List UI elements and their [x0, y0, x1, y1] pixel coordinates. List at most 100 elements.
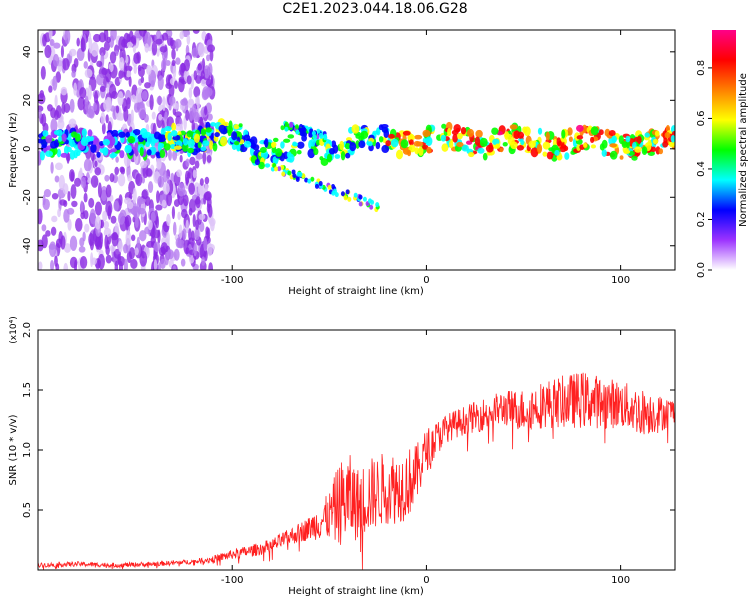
heatmap-carrier-cell — [378, 124, 384, 131]
heatmap-noise-cell — [38, 261, 43, 270]
heatmap-carrier-cell — [87, 129, 93, 137]
heatmap-carrier-cell — [654, 130, 660, 137]
heatmap-carrier-cell — [452, 133, 458, 143]
spectrogram-x-ticks: -100 0 100 — [221, 30, 630, 286]
heatmap-noise-cell — [138, 230, 147, 242]
heatmap-branch-cell — [303, 131, 308, 137]
heatmap-carrier-cell — [254, 159, 260, 166]
heatmap-carrier-cell — [670, 134, 675, 143]
heatmap-noise-cell — [144, 196, 151, 207]
colorbar-label: Normalized spectral amplitude — [738, 73, 749, 227]
heatmap-carrier-cell — [186, 130, 194, 138]
heatmap-branch-cell — [362, 196, 367, 202]
heatmap-carrier-cell — [250, 139, 255, 149]
heatmap-carrier-cell — [590, 136, 595, 144]
heatmap-noise-cell — [181, 208, 188, 219]
heatmap-noise-cell — [156, 156, 162, 170]
heatmap-branch-cell — [280, 125, 285, 131]
heatmap-noise-cell — [144, 82, 151, 89]
heatmap-noise-cell — [141, 189, 148, 200]
heatmap-carrier-cell — [45, 134, 53, 144]
heatmap-noise-cell — [75, 218, 83, 232]
x-tick-label: 0 — [423, 275, 429, 286]
heatmap-carrier-cell — [39, 150, 45, 161]
heatmap-carrier-cell — [56, 129, 63, 137]
heatmap-noise-cell — [49, 38, 55, 47]
y-tick-label: -40 — [22, 238, 33, 254]
heatmap-noise-cell — [103, 227, 112, 238]
heatmap-noise-cell — [162, 96, 166, 112]
heatmap-noise-cell — [103, 220, 110, 230]
heatmap-noise-cell — [104, 174, 110, 182]
heatmap-carrier-cell — [307, 148, 316, 159]
heatmap-noise-cell — [165, 60, 171, 67]
heatmap-noise-cell — [156, 96, 163, 105]
heatmap-carrier-cell — [634, 146, 642, 153]
heatmap-carrier-cell — [243, 140, 252, 148]
colorbar-tick-label: 0.0 — [696, 262, 707, 278]
heatmap-branch-cell — [314, 183, 319, 189]
heatmap-noise-cell — [185, 247, 190, 254]
heatmap-noise-cell — [140, 76, 145, 84]
heatmap-noise-cell — [69, 169, 75, 182]
heatmap-carrier-cell — [382, 136, 387, 144]
heatmap-carrier-cell — [81, 128, 87, 137]
heatmap-noise-cell — [97, 182, 102, 198]
heatmap-branch-cell — [298, 172, 303, 178]
heatmap-carrier-cell — [209, 140, 214, 150]
heatmap-carrier-cell — [181, 143, 189, 152]
heatmap-carrier-cell — [310, 138, 316, 147]
heatmap-carrier-cell — [636, 135, 642, 144]
heatmap-carrier-cell — [50, 140, 58, 149]
y-tick-label: 0 — [22, 146, 33, 152]
heatmap-carrier-cell — [220, 136, 228, 147]
heatmap-noise-cell — [40, 66, 46, 80]
heatmap-carrier-cell — [328, 148, 336, 155]
heatmap-noise-cell — [71, 70, 76, 78]
heatmap-noise-cell — [134, 247, 139, 256]
heatmap-noise-cell — [103, 41, 111, 52]
heatmap-noise-cell — [193, 242, 197, 257]
heatmap-noise-cell — [199, 178, 204, 186]
heatmap-noise-cell — [172, 265, 177, 270]
heatmap-carrier-cell — [576, 135, 584, 140]
heatmap-carrier-cell — [296, 150, 302, 155]
heatmap-carrier-cell — [355, 133, 361, 139]
heatmap-noise-cell — [83, 158, 92, 172]
heatmap-noise-cell — [166, 249, 174, 260]
heatmap-noise-cell — [168, 149, 172, 161]
heatmap-carrier-cell — [42, 130, 49, 137]
heatmap-carrier-cell — [466, 128, 475, 138]
heatmap-noise-cell — [195, 219, 200, 231]
heatmap-noise-cell — [50, 226, 57, 236]
heatmap-noise-cell — [180, 98, 188, 106]
heatmap-branch-cell — [345, 189, 350, 195]
heatmap-carrier-cell — [118, 131, 126, 138]
heatmap-noise-cell — [88, 197, 95, 209]
heatmap-carrier-cell — [45, 150, 54, 157]
heatmap-noise-cell — [87, 84, 92, 101]
heatmap-noise-cell — [38, 93, 46, 105]
heatmap-carrier-cell — [212, 142, 218, 152]
heatmap-carrier-cell — [402, 130, 411, 136]
heatmap-carrier-cell — [187, 147, 194, 154]
heatmap-carrier-cell — [528, 140, 536, 149]
heatmap-noise-cell — [54, 162, 63, 171]
heatmap-carrier-cell — [233, 140, 240, 146]
heatmap-carrier-cell — [422, 129, 431, 138]
heatmap-noise-cell — [127, 174, 133, 182]
heatmap-noise-cell — [88, 37, 93, 54]
heatmap-carrier-cell — [426, 146, 432, 154]
heatmap-branch-cell — [327, 184, 332, 190]
heatmap-carrier-cell — [609, 143, 618, 148]
heatmap-noise-cell — [197, 183, 204, 195]
snr-panel: -100 0 100 0.5 1.0 1.5 2.0 Height of straight… — [8, 316, 676, 597]
heatmap-carrier-cell — [233, 124, 240, 130]
heatmap-noise-cell — [125, 70, 132, 78]
x-tick-label: 0 — [423, 575, 429, 586]
heatmap-noise-cell — [151, 41, 158, 56]
heatmap-noise-cell — [206, 155, 212, 163]
heatmap-branch-cell — [281, 171, 286, 177]
heatmap-noise-cell — [54, 175, 60, 183]
heatmap-carrier-cell — [619, 155, 624, 160]
